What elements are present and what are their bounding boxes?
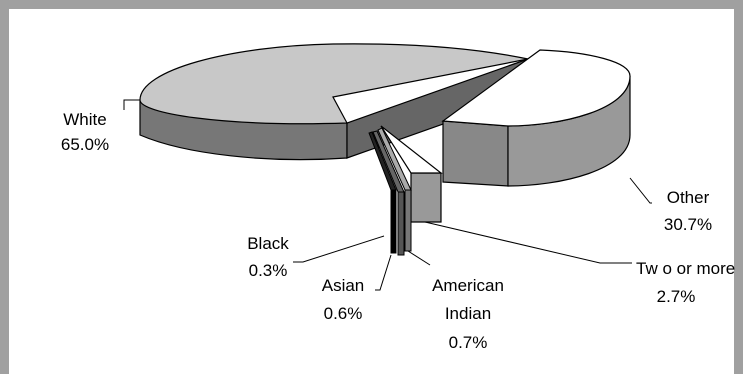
label-other-name: Other [667, 188, 710, 207]
label-white-pct: 65.0% [61, 135, 109, 154]
leader-american-indian [407, 250, 431, 266]
label-black-name: Black [247, 234, 289, 253]
leader-white [123, 99, 140, 110]
label-american-indian-name-line2: Indian [445, 304, 491, 323]
label-other-pct: 30.7% [664, 215, 712, 234]
label-two-or-more-pct: 2.7% [657, 287, 696, 306]
slice-other [441, 49, 631, 187]
leader-two-or-more [424, 221, 632, 264]
label-american-indian-name-line1: American [432, 276, 504, 295]
slice-black [368, 131, 397, 254]
label-black-pct: 0.3% [249, 261, 288, 280]
label-asian-pct: 0.6% [324, 304, 363, 323]
leader-asian [375, 254, 392, 291]
label-asian-name: Asian [322, 276, 365, 295]
slice-white [139, 43, 529, 161]
leader-other [629, 177, 652, 204]
slice-american-indian [377, 127, 412, 252]
label-white-name: White [63, 110, 106, 129]
frame-left-border [0, 0, 9, 374]
frame-right-border [734, 0, 743, 374]
label-two-or-more-name: Tw o or more [636, 259, 735, 278]
frame-top-border [0, 0, 743, 9]
slice-two-or-more [380, 125, 443, 223]
leader-black [293, 235, 385, 263]
slice-asian [372, 130, 405, 256]
label-american-indian-pct: 0.7% [449, 333, 488, 352]
